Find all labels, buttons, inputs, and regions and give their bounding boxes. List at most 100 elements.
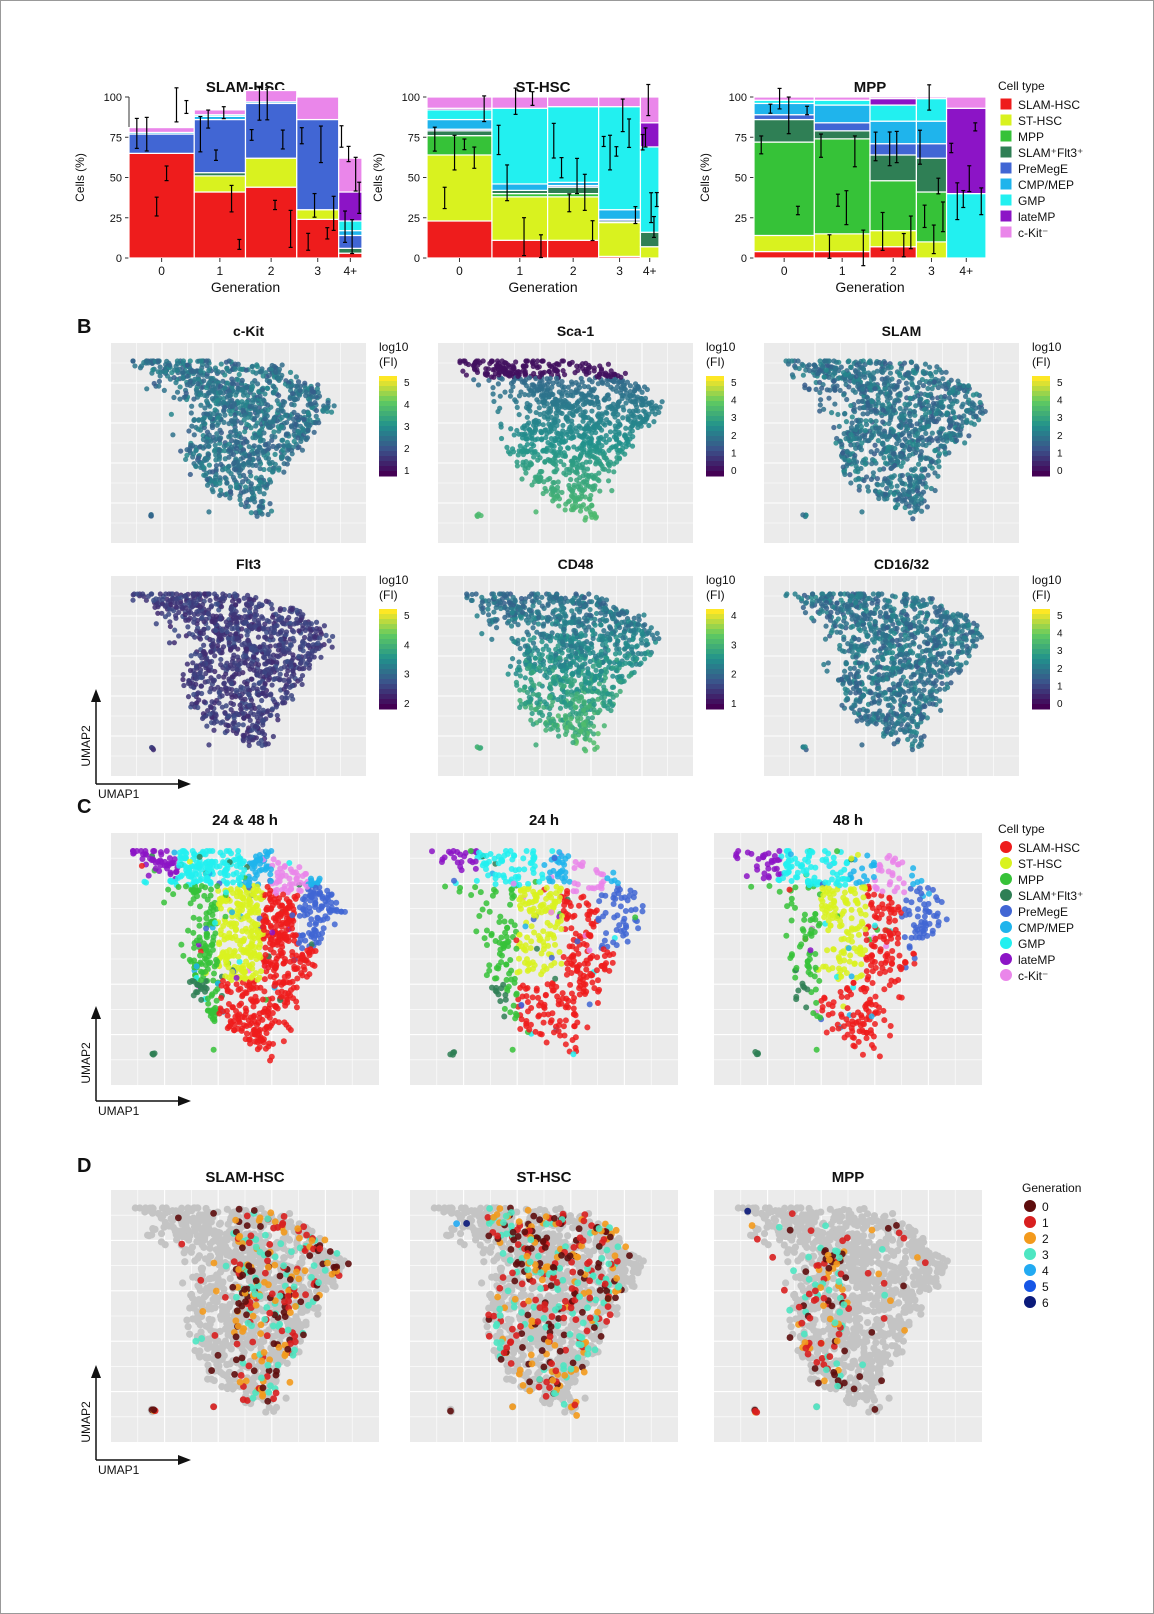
data-point: [938, 426, 944, 432]
data-point: [865, 370, 872, 376]
data-point: [879, 376, 885, 382]
data-point: [920, 370, 926, 376]
data-point: [240, 738, 247, 744]
bar-segment: [813, 104, 871, 124]
data-point: [895, 435, 901, 441]
data-point: [585, 483, 591, 489]
data-point: [269, 362, 275, 369]
data-point: [568, 388, 574, 395]
data-point: [827, 387, 833, 393]
data-point: [249, 363, 256, 369]
y-tick-label: 50: [110, 173, 122, 185]
data-point: [899, 472, 905, 479]
data-point: [877, 467, 883, 473]
data-point: [303, 421, 310, 427]
data-point: [231, 459, 237, 466]
data-point: [273, 369, 279, 375]
data-point: [578, 451, 584, 457]
data-point: [270, 443, 276, 449]
data-point: [296, 653, 302, 660]
data-point: [514, 463, 520, 469]
data-point: [578, 375, 584, 382]
data-point: [648, 402, 654, 408]
data-point: [936, 464, 942, 470]
data-point: [523, 449, 530, 455]
data-point: [899, 442, 905, 448]
data-point: [929, 430, 935, 436]
bar-segment: [639, 246, 660, 259]
data-point: [898, 365, 904, 372]
colorbar-segment: [379, 446, 397, 452]
data-point: [576, 398, 582, 404]
data-point: [228, 700, 234, 706]
data-point: [614, 436, 620, 442]
data-point: [590, 483, 596, 489]
x-tick-label: 1: [839, 264, 846, 278]
data-point: [242, 484, 249, 490]
data-point: [924, 437, 930, 443]
data-point: [247, 469, 253, 475]
data-point: [284, 461, 290, 467]
data-point: [475, 358, 481, 364]
data-point: [948, 377, 954, 383]
data-point: [897, 392, 903, 398]
data-point: [591, 512, 597, 518]
data-point: [574, 465, 581, 471]
data-point: [209, 486, 215, 493]
data-point: [293, 374, 299, 380]
data-point: [904, 424, 910, 430]
data-point: [793, 365, 799, 371]
data-point: [839, 441, 845, 447]
data-point: [530, 422, 537, 428]
data-point: [262, 634, 268, 640]
data-point: [238, 695, 244, 701]
data-point: [254, 420, 260, 426]
data-point: [195, 381, 201, 387]
data-point: [912, 466, 918, 472]
data-point: [195, 597, 201, 603]
bar-segment: [547, 239, 600, 259]
data-point: [887, 410, 893, 417]
data-point: [180, 369, 186, 376]
bar-segment: [813, 130, 871, 140]
data-point: [795, 358, 801, 364]
data-point: [176, 633, 182, 639]
data-point: [257, 668, 264, 675]
data-point: [627, 383, 634, 389]
colorbar-segment: [379, 451, 397, 457]
data-point: [625, 395, 631, 401]
data-point: [227, 662, 233, 669]
data-point: [524, 422, 530, 428]
data-point: [240, 407, 246, 413]
data-point: [299, 657, 306, 663]
data-point: [224, 629, 230, 635]
colorbar-segment: [706, 461, 724, 467]
data-point: [922, 361, 929, 367]
data-point: [910, 516, 916, 522]
data-point: [259, 742, 265, 749]
data-point: [852, 452, 858, 459]
bar-segment: [426, 135, 493, 156]
data-point: [269, 682, 275, 688]
data-point: [867, 385, 873, 391]
data-point: [218, 487, 224, 493]
colorbar-segment: [706, 406, 724, 412]
data-point: [157, 364, 163, 370]
y-tick-label: 75: [408, 132, 420, 144]
data-point: [311, 429, 317, 435]
data-point: [231, 477, 238, 483]
bar-segment: [945, 193, 987, 259]
data-point: [491, 398, 497, 405]
data-point: [184, 362, 190, 368]
y-tick-label: 25: [735, 213, 747, 225]
bar-segment: [244, 102, 298, 159]
data-point: [811, 362, 817, 368]
data-point: [631, 413, 637, 419]
data-point: [188, 653, 194, 659]
data-point: [918, 391, 924, 397]
bar-segment: [244, 157, 298, 188]
data-point: [218, 461, 224, 467]
colorbar-tick-label: 1: [731, 448, 737, 459]
data-point: [297, 676, 304, 683]
data-point: [577, 503, 583, 509]
